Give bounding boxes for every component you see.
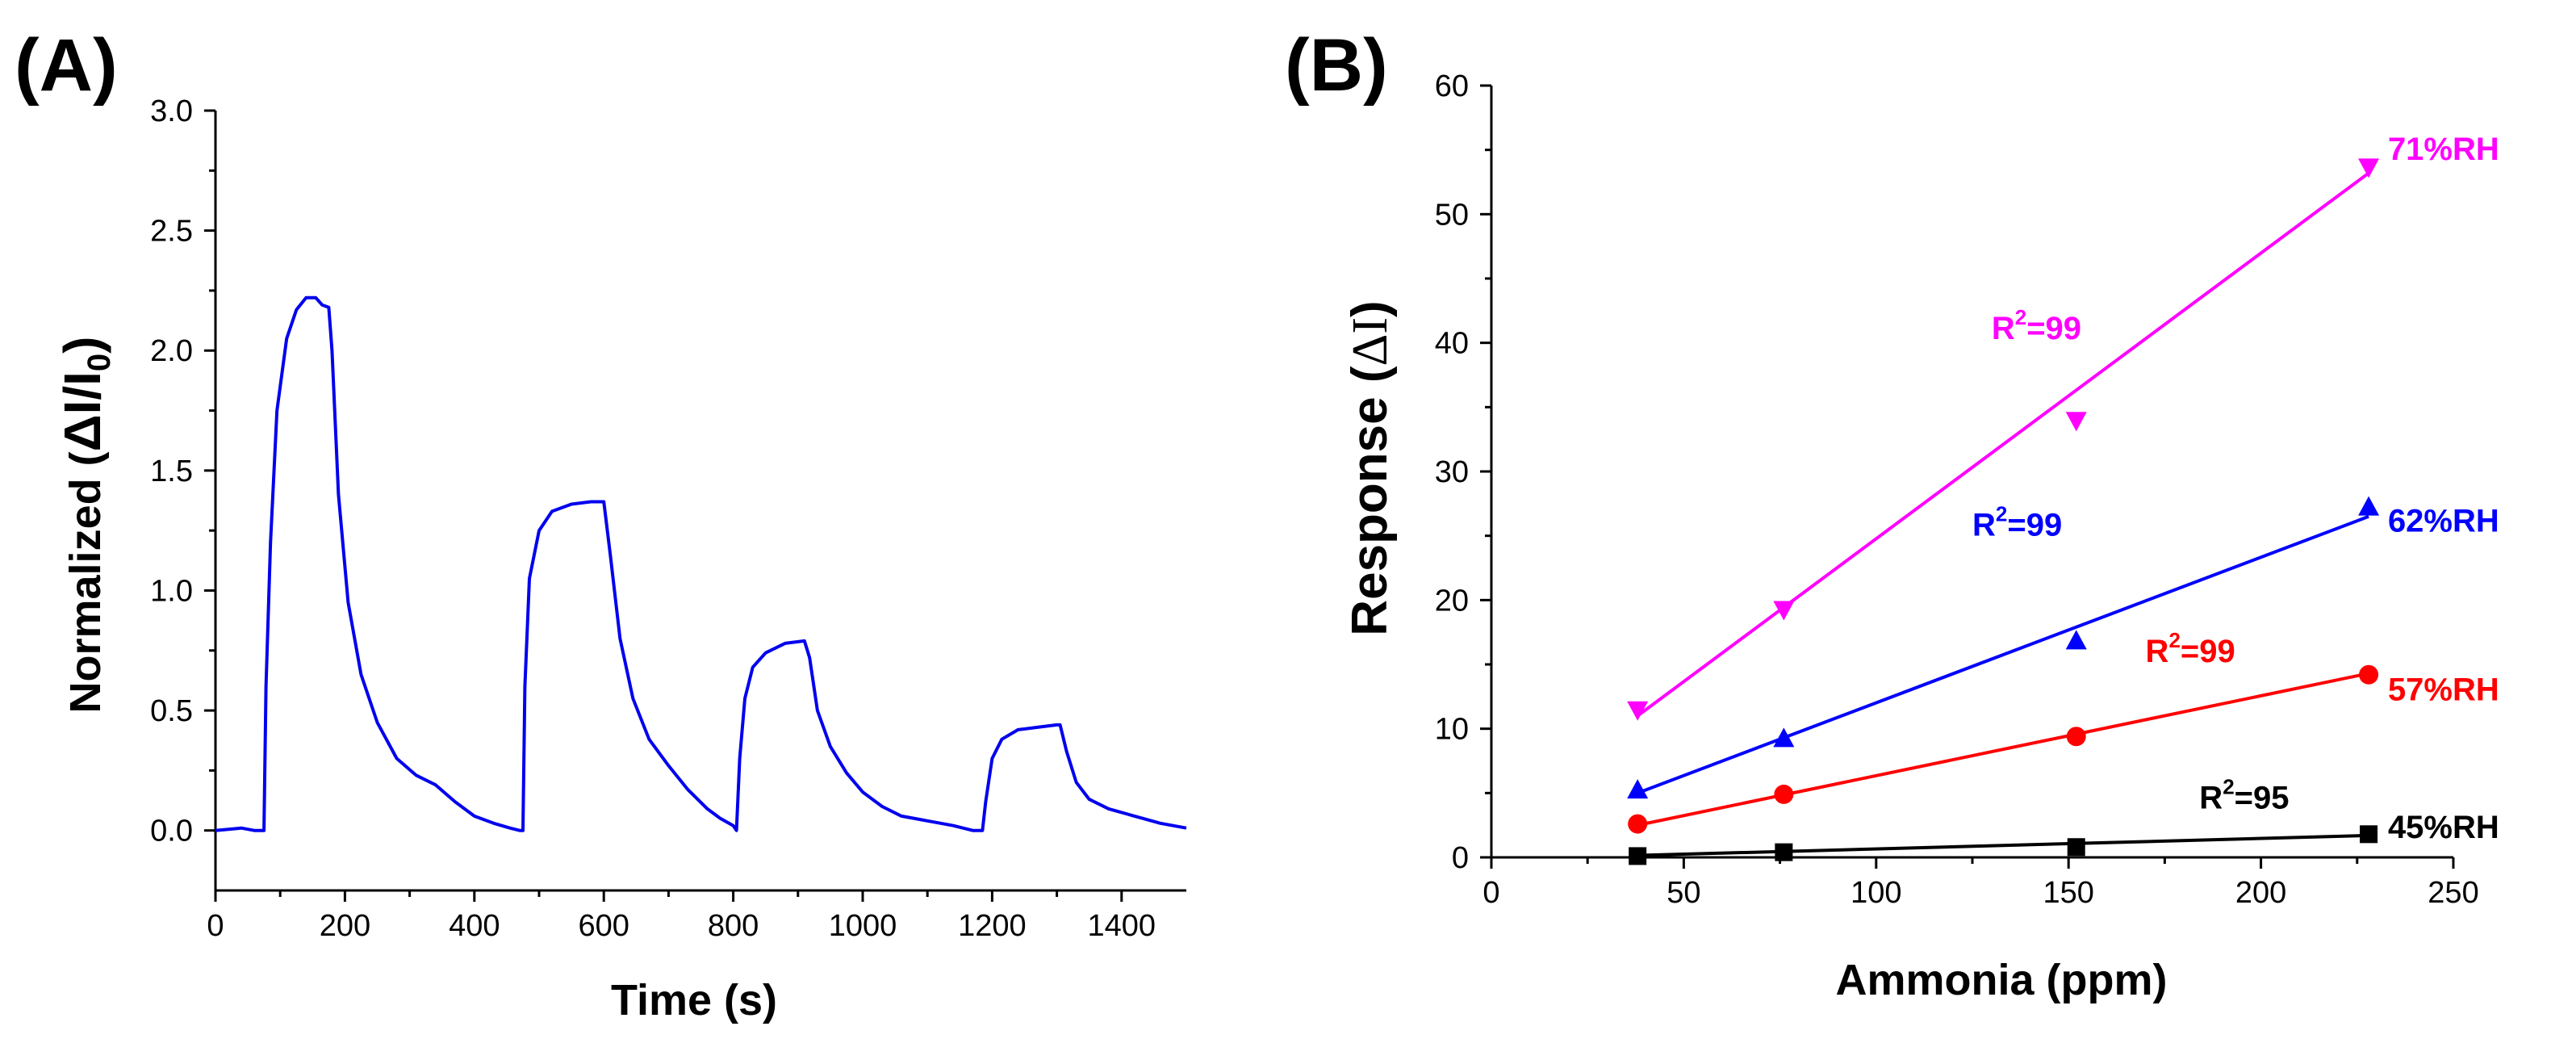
- series-label: 71%RH: [2388, 132, 2499, 167]
- fit-line-71rh: [1636, 171, 2370, 718]
- y-tick-label: 60: [1435, 69, 1469, 103]
- x-tick-label: 200: [320, 909, 370, 943]
- panel-a-y-title-subscript: 0: [82, 354, 117, 371]
- x-tick-label: 0: [1482, 876, 1499, 910]
- fit-line-45rh: [1637, 833, 2369, 857]
- panel-b-axes: 0 50 100 150 200 250 0 10 20 30 40 50 60: [1435, 69, 2479, 910]
- r-squared-value: =99: [2026, 311, 2081, 346]
- data-point: [2359, 664, 2379, 685]
- series-label: 45%RH: [2388, 810, 2499, 845]
- y-tick-label: 10: [1435, 713, 1469, 747]
- panel-a-x-axis-title: Time (s): [611, 976, 777, 1024]
- x-tick-label: 1000: [829, 909, 897, 943]
- panel-b-x-axis-title: Ammonia (ppm): [1836, 956, 2168, 1004]
- response-curve-line: [215, 295, 1187, 832]
- x-tick-label: 400: [449, 909, 500, 943]
- r-squared-value: =95: [2235, 780, 2290, 815]
- data-point: [1628, 814, 1648, 834]
- panel-b-label: (B): [1285, 24, 1388, 107]
- r-squared-superscript: 2: [2168, 628, 2180, 652]
- r-squared-label: R2=95: [2199, 774, 2289, 815]
- y-tick-label: 2.0: [150, 334, 193, 368]
- x-tick-label: 800: [708, 909, 759, 943]
- panel-b-y-title-delta: ΔI: [1343, 317, 1398, 367]
- panel-a-y-axis-title: Normalized (ΔI/I0): [53, 337, 117, 714]
- r-squared-value: =99: [2007, 508, 2062, 543]
- r-squared-value: =99: [2181, 634, 2235, 669]
- x-tick-label: 1400: [1088, 909, 1156, 943]
- data-point: [2358, 496, 2380, 516]
- fit-line-62rh: [1637, 514, 2369, 795]
- data-point: [2360, 825, 2378, 844]
- panel-b-y-axis-title: Response (ΔI): [1342, 300, 1398, 635]
- x-tick-label: 100: [1850, 876, 1901, 910]
- data-point: [1773, 727, 1795, 748]
- x-tick-label: 200: [2235, 876, 2286, 910]
- r-squared-label: R2=99: [1972, 502, 2062, 543]
- data-point: [2065, 630, 2087, 650]
- x-tick-label: 0: [207, 909, 224, 943]
- data-point: [1629, 847, 1647, 865]
- panel-b-y-title-prefix: Response (: [1342, 366, 1398, 636]
- data-point: [1775, 843, 1793, 861]
- y-tick-label: 50: [1435, 198, 1469, 232]
- y-tick-label: 2.5: [150, 215, 193, 249]
- data-point: [1627, 779, 1649, 799]
- y-tick-label: 20: [1435, 584, 1469, 618]
- data-point: [1773, 601, 1795, 621]
- y-tick-label: 0: [1452, 841, 1469, 875]
- r-squared-label: R2=99: [2146, 628, 2235, 669]
- y-tick-label: 0.5: [150, 694, 193, 728]
- y-tick-label: 3.0: [150, 94, 193, 128]
- data-point: [1774, 784, 1794, 804]
- y-tick-label: 0.0: [150, 815, 193, 848]
- panel-b-y-title-suffix: ): [1342, 300, 1398, 317]
- series-label: 62%RH: [2388, 504, 2499, 539]
- x-tick-label: 250: [2428, 876, 2478, 910]
- x-tick-label: 1200: [958, 909, 1027, 943]
- r-squared-superscript: 2: [2015, 305, 2026, 329]
- y-tick-label: 1.0: [150, 574, 193, 608]
- data-point: [2066, 727, 2086, 747]
- panel-a-series: [215, 295, 1187, 832]
- panel-a-label: (A): [15, 24, 118, 107]
- x-tick-label: 150: [2043, 876, 2093, 910]
- y-tick-label: 1.5: [150, 455, 193, 488]
- r-squared-label: R2=99: [1992, 305, 2081, 346]
- x-tick-label: 50: [1666, 876, 1700, 910]
- y-tick-label: 40: [1435, 327, 1469, 361]
- panel-a: (A) 0 200 400 600 800 1000 1200 1400 0.0 0.5 1.0 1.…: [15, 24, 1187, 1024]
- x-tick-label: 600: [578, 909, 629, 943]
- data-point: [1627, 701, 1649, 721]
- r-squared-letter: R: [2199, 780, 2223, 815]
- panel-a-y-title-delta: ΔI/I: [53, 371, 111, 451]
- fit-line-57rh: [1637, 672, 2369, 827]
- y-tick-label: 30: [1435, 455, 1469, 489]
- data-point: [2065, 412, 2087, 432]
- r-squared-superscript: 2: [1996, 502, 2007, 526]
- panel-a-axes: 0 200 400 600 800 1000 1200 1400 0.0 0.5 1.0 1.5 2.0…: [150, 94, 1186, 943]
- r-squared-letter: R: [1972, 508, 1996, 543]
- panel-a-y-title-suffix: ): [53, 337, 111, 354]
- series-label: 57%RH: [2388, 672, 2499, 707]
- r-squared-letter: R: [1992, 311, 2015, 346]
- r-squared-superscript: 2: [2223, 774, 2234, 798]
- data-point: [2067, 838, 2085, 857]
- panel-a-y-title-prefix: Normalized (: [61, 451, 110, 713]
- r-squared-letter: R: [2146, 634, 2169, 669]
- data-point: [2358, 158, 2380, 178]
